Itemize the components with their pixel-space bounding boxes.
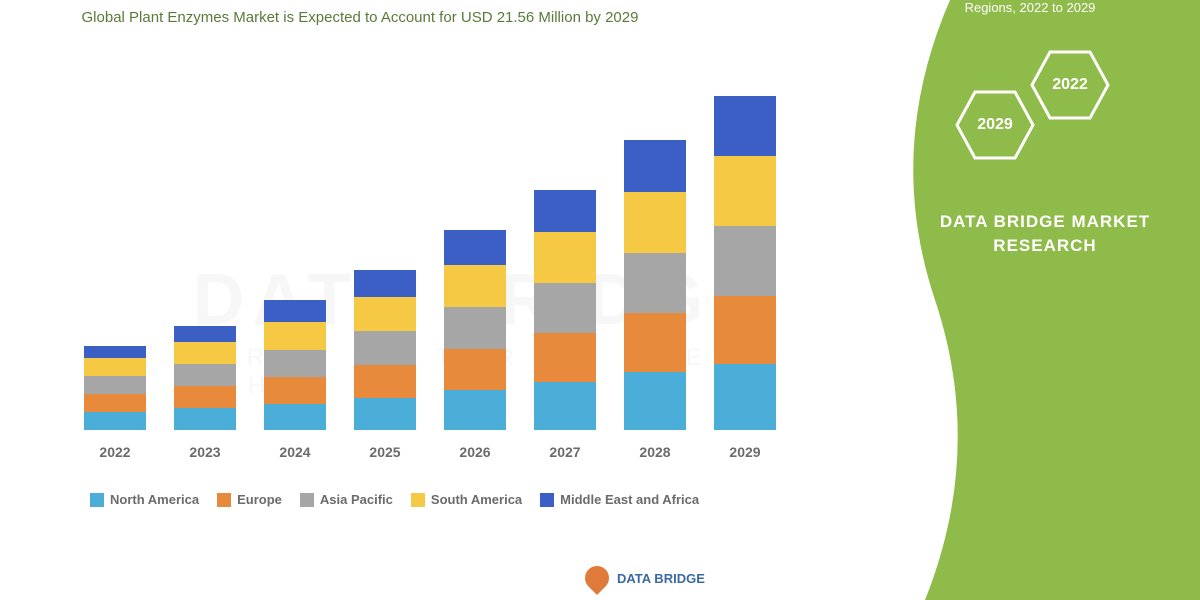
bar-segment — [444, 349, 506, 390]
x-label: 2025 — [354, 444, 416, 460]
bar-segment — [444, 265, 506, 307]
legend-item: Asia Pacific — [300, 492, 393, 507]
x-label: 2027 — [534, 444, 596, 460]
bar-segment — [84, 346, 146, 358]
x-label: 2022 — [84, 444, 146, 460]
x-label: 2024 — [264, 444, 326, 460]
bar-segment — [624, 192, 686, 253]
legend-label: Asia Pacific — [320, 492, 393, 507]
brand-line2: RESEARCH — [993, 236, 1096, 255]
bottom-logo-text: DATA BRIDGE — [617, 571, 705, 586]
bar-segment — [354, 297, 416, 331]
bar-segment — [624, 372, 686, 430]
bar-segment — [714, 96, 776, 156]
legend-item: South America — [411, 492, 522, 507]
bar-segment — [534, 283, 596, 333]
bar-group — [264, 300, 326, 430]
bottom-logo: DATA BRIDGE — [585, 566, 705, 590]
hexagon: 2029 — [955, 90, 1035, 160]
bar-segment — [534, 333, 596, 382]
bar-group — [714, 96, 776, 430]
bar-segment — [354, 365, 416, 398]
legend-swatch — [300, 493, 314, 507]
bar-segment — [714, 226, 776, 296]
legend-label: Europe — [237, 492, 282, 507]
bar-stack — [174, 326, 236, 430]
bars-container — [70, 60, 790, 430]
legend-item: Middle East and Africa — [540, 492, 699, 507]
legend-label: South America — [431, 492, 522, 507]
bar-segment — [444, 307, 506, 349]
brand-line1: DATA BRIDGE MARKET — [940, 212, 1150, 231]
x-label: 2028 — [624, 444, 686, 460]
legend-swatch — [217, 493, 231, 507]
x-label: 2023 — [174, 444, 236, 460]
bar-segment — [264, 404, 326, 430]
bar-stack — [444, 230, 506, 430]
bar-stack — [84, 346, 146, 430]
bar-segment — [174, 342, 236, 364]
bar-segment — [354, 398, 416, 430]
bar-segment — [624, 253, 686, 313]
bar-segment — [444, 390, 506, 430]
bar-stack — [714, 96, 776, 430]
logo-icon — [580, 561, 614, 595]
bar-segment — [264, 300, 326, 322]
bar-segment — [354, 270, 416, 297]
bar-segment — [534, 190, 596, 232]
bar-stack — [624, 140, 686, 430]
bar-segment — [84, 358, 146, 376]
x-label: 2029 — [714, 444, 776, 460]
legend-swatch — [411, 493, 425, 507]
bar-group — [624, 140, 686, 430]
legend-label: North America — [110, 492, 199, 507]
chart-area: 2022 2023 2024 2025 2026 2027 2028 2029 — [70, 50, 790, 460]
x-label: 2026 — [444, 444, 506, 460]
bar-segment — [624, 140, 686, 192]
bar-segment — [624, 313, 686, 372]
bar-segment — [714, 156, 776, 226]
bar-segment — [174, 326, 236, 342]
legend-swatch — [540, 493, 554, 507]
bar-segment — [264, 377, 326, 404]
bar-stack — [534, 190, 596, 430]
bar-segment — [444, 230, 506, 265]
bar-group — [444, 230, 506, 430]
hexagon: 2022 — [1030, 50, 1110, 120]
legend: North America Europe Asia Pacific South Ame… — [90, 492, 699, 507]
legend-item: Europe — [217, 492, 282, 507]
bar-segment — [174, 364, 236, 386]
right-panel: 2029 2022 DATA BRIDGE MARKET RESEARCH — [885, 0, 1200, 600]
chart-title: Global Plant Enzymes Market is Expected … — [80, 8, 640, 28]
bar-segment — [84, 412, 146, 430]
legend-label: Middle East and Africa — [560, 492, 699, 507]
x-axis-labels: 2022 2023 2024 2025 2026 2027 2028 2029 — [70, 444, 790, 460]
bar-group — [84, 346, 146, 430]
header-text: Regions, 2022 to 2029 — [890, 0, 1170, 15]
bar-segment — [264, 322, 326, 350]
bar-stack — [354, 270, 416, 430]
bar-segment — [174, 408, 236, 430]
legend-swatch — [90, 493, 104, 507]
bar-segment — [534, 232, 596, 283]
bar-segment — [354, 331, 416, 365]
legend-item: North America — [90, 492, 199, 507]
bar-stack — [264, 300, 326, 430]
bar-segment — [264, 350, 326, 377]
bar-segment — [84, 376, 146, 394]
bar-group — [354, 270, 416, 430]
bar-segment — [174, 386, 236, 408]
bar-segment — [84, 394, 146, 412]
bar-segment — [714, 296, 776, 364]
bar-group — [174, 326, 236, 430]
bar-group — [534, 190, 596, 430]
bar-segment — [714, 364, 776, 430]
brand-text: DATA BRIDGE MARKET RESEARCH — [930, 210, 1160, 258]
bar-segment — [534, 382, 596, 430]
